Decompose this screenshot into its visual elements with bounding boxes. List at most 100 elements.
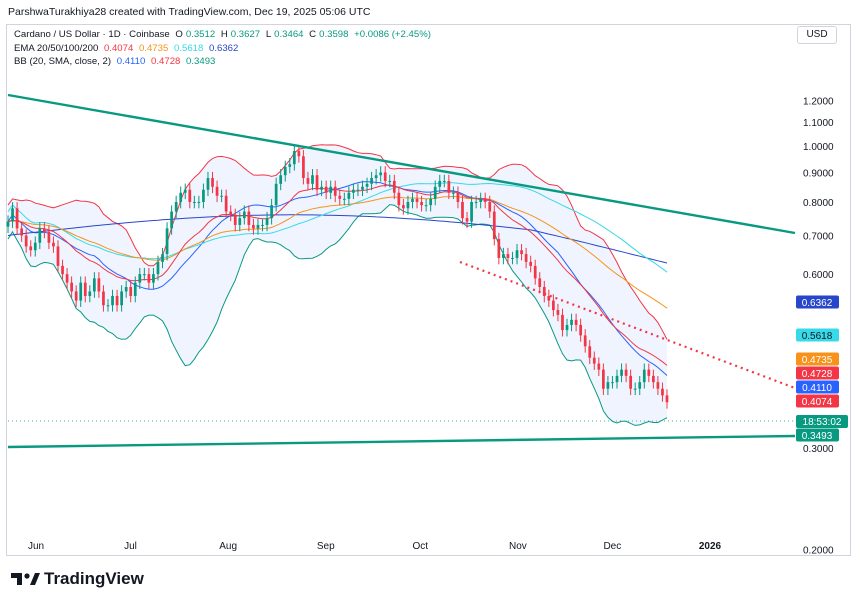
candle-body <box>333 186 337 196</box>
tradingview-logo[interactable]: TradingView <box>10 569 144 589</box>
candle-body <box>233 214 237 225</box>
time-tick-label: Oct <box>412 541 428 552</box>
candle-body <box>379 172 383 176</box>
candle <box>647 363 651 383</box>
candle-body <box>6 221 10 227</box>
currency-button[interactable]: USD <box>797 26 837 44</box>
candle <box>256 218 260 235</box>
candle <box>138 267 142 289</box>
candle-body <box>33 242 37 251</box>
candle-body <box>597 363 601 370</box>
candle-body <box>542 286 546 296</box>
candle <box>152 267 155 289</box>
candle <box>597 357 601 376</box>
price-marker-box <box>796 394 839 408</box>
candle-body <box>15 208 19 229</box>
candle-body <box>506 254 510 258</box>
candle <box>638 375 642 396</box>
candle-body <box>461 201 464 219</box>
candle <box>656 375 660 396</box>
candle-body <box>329 186 333 193</box>
candle <box>11 202 14 228</box>
candle-body <box>397 192 401 206</box>
candle-body <box>588 346 592 358</box>
candle-body <box>83 282 87 296</box>
symbol-title[interactable]: Cardano / US Dollar · 1D · Coinbase <box>14 29 170 40</box>
candle-body <box>361 186 364 190</box>
tradingview-logo-text: TradingView <box>44 569 144 588</box>
price-marker-box <box>796 295 839 309</box>
candle-body <box>647 369 651 376</box>
candle <box>629 369 633 396</box>
candle-body <box>411 198 414 202</box>
time-tick-label: Aug <box>219 541 237 552</box>
price-marker-label: 0.3493 <box>802 431 833 442</box>
candle <box>652 369 655 389</box>
candle-body <box>197 201 201 203</box>
candle <box>602 363 605 396</box>
time-tick-label: Nov <box>509 541 527 552</box>
ema200-line <box>7 214 668 264</box>
candle-body <box>497 239 501 258</box>
ema-row[interactable]: EMA 20/50/100/200 0.4074 0.4735 0.5618 0… <box>14 42 434 56</box>
candle-body <box>388 180 392 182</box>
candle <box>42 222 46 239</box>
candle <box>106 299 110 312</box>
candle-body <box>183 189 187 193</box>
candle <box>261 218 264 232</box>
low-label: L <box>265 29 272 40</box>
candle-body <box>442 180 446 182</box>
candle-body <box>306 178 310 184</box>
candle-body <box>115 295 119 306</box>
candle <box>411 192 414 209</box>
candle <box>197 195 201 209</box>
candle-body <box>420 201 423 206</box>
candle <box>274 177 278 212</box>
time-tick-label: Dec <box>603 541 621 552</box>
candle-body <box>338 195 342 199</box>
candle-body <box>261 224 264 226</box>
candle <box>338 189 342 206</box>
candle <box>102 285 105 312</box>
candle-body <box>247 211 251 225</box>
candle <box>502 247 505 265</box>
candle <box>561 308 564 337</box>
price-tick-label: 1.0000 <box>803 142 834 153</box>
candle-body <box>520 250 523 255</box>
candle <box>74 285 78 307</box>
candle-body <box>547 295 551 301</box>
chart-credit: ParshwaTurakhiya28 created with TradingV… <box>8 6 371 18</box>
open-value: 0.3512 <box>185 29 216 40</box>
candle <box>211 171 214 194</box>
candle <box>61 259 64 281</box>
candle-body <box>106 305 110 307</box>
price-marker: 0.4735 <box>796 352 839 366</box>
price-tick-label: 0.7000 <box>803 231 834 242</box>
candle-body <box>120 291 123 306</box>
candle-body <box>61 265 64 275</box>
price-marker-box <box>796 366 839 380</box>
candle <box>374 169 378 185</box>
candle-body <box>92 278 96 292</box>
candle <box>588 340 592 365</box>
candle-body <box>283 166 287 176</box>
candle <box>433 180 437 206</box>
time-tick-label: Sep <box>317 541 335 552</box>
candle <box>388 174 392 188</box>
bb-row[interactable]: BB (20, SMA, close, 2) 0.4110 0.4728 0.3… <box>14 55 434 69</box>
candle <box>447 174 451 200</box>
candle <box>311 169 314 191</box>
candle <box>292 144 296 171</box>
candle-body <box>256 224 260 229</box>
candle-body <box>579 324 583 336</box>
candle-body <box>142 274 146 276</box>
candle <box>570 313 573 332</box>
chart-frame[interactable] <box>6 24 851 556</box>
candle-body <box>592 357 596 364</box>
candle <box>29 240 33 257</box>
candle-body <box>552 300 555 311</box>
candle <box>329 180 333 200</box>
candle-body <box>220 195 223 197</box>
candle-body <box>165 228 169 255</box>
